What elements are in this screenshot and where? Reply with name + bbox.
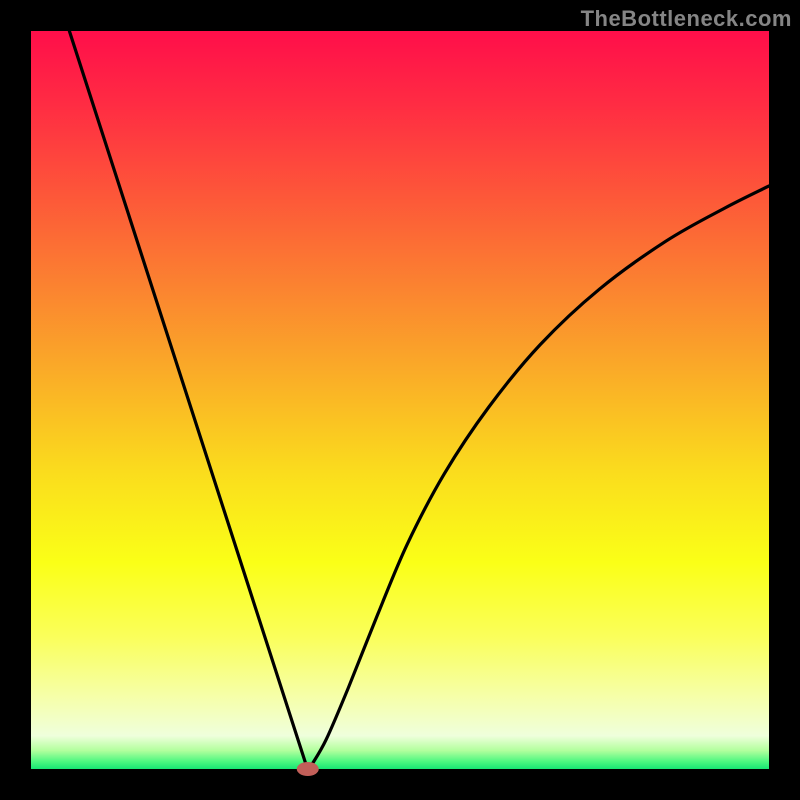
stage: TheBottleneck.com: [0, 0, 800, 800]
plot-gradient-background: [31, 31, 769, 769]
watermark-text: TheBottleneck.com: [581, 6, 792, 32]
